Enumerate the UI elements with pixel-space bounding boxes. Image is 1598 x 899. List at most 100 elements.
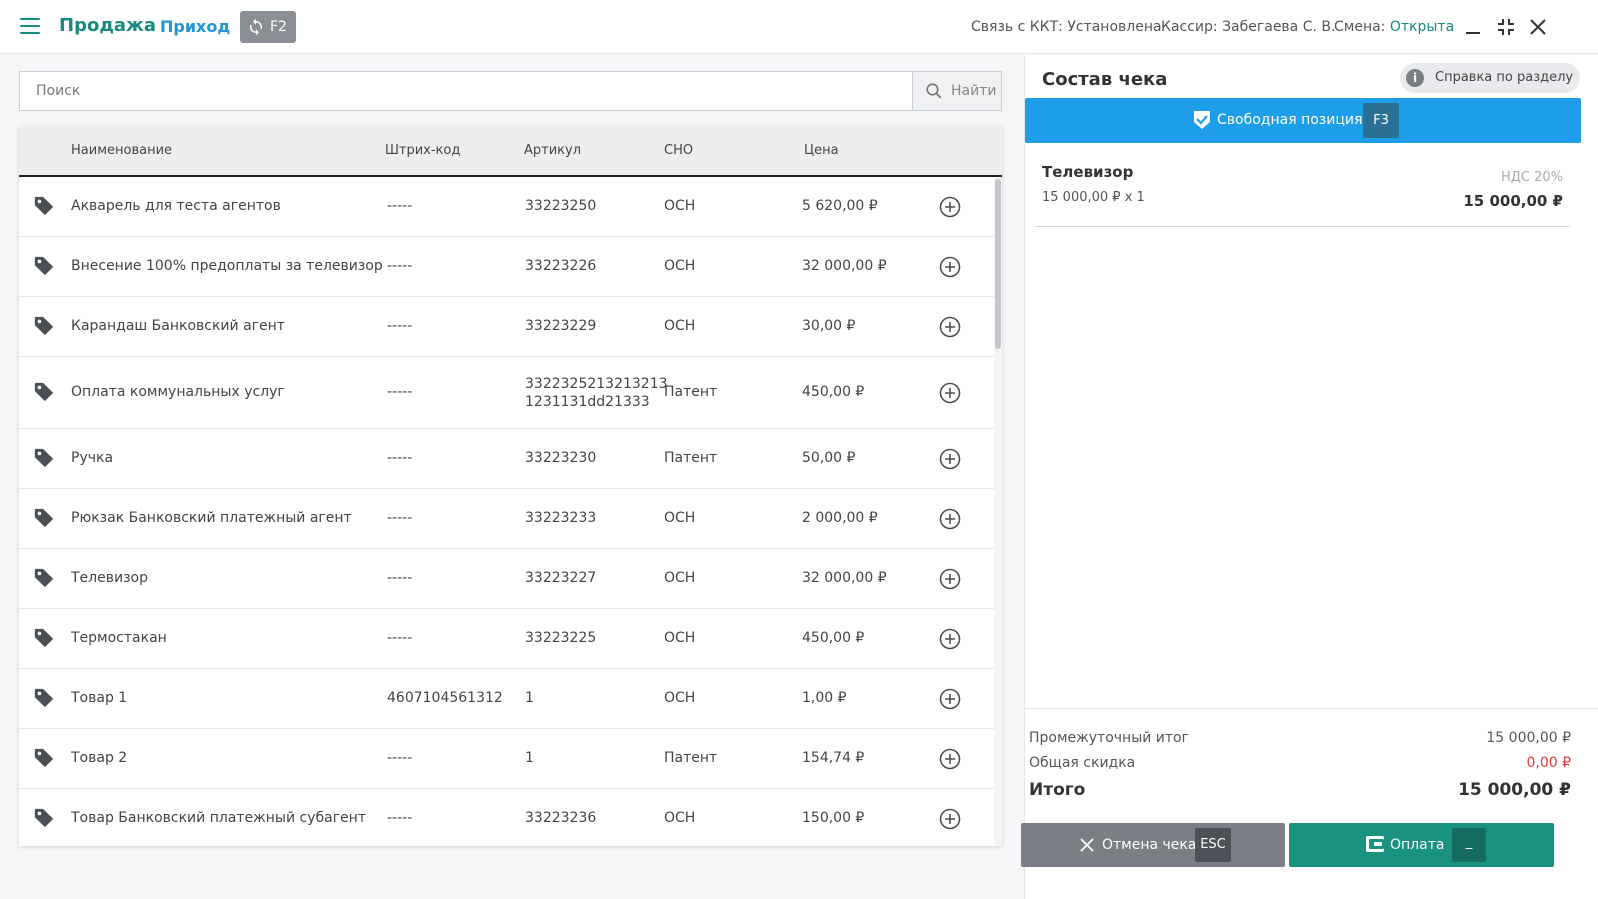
- free-position-button[interactable]: Свободная позиция F3: [1025, 98, 1581, 143]
- product-sno: ОСН: [664, 510, 696, 526]
- tag-icon: [34, 196, 54, 216]
- product-price: 2 000,00 ₽: [802, 510, 878, 526]
- cashier-label: Кассир:: [1161, 19, 1218, 35]
- product-name: Товар 2: [71, 750, 128, 766]
- minimize-icon[interactable]: [1463, 17, 1483, 37]
- menu-icon[interactable]: [20, 18, 40, 34]
- table-scrollbar[interactable]: [994, 177, 1002, 846]
- add-circle-icon[interactable]: [939, 568, 961, 590]
- table-row[interactable]: Термостакан ----- 33223225 ОСН 450,00 ₽: [19, 609, 994, 669]
- tab-income[interactable]: Приход: [160, 17, 231, 36]
- product-article: 33223225: [525, 630, 597, 646]
- product-price: 450,00 ₽: [802, 630, 865, 646]
- table-row[interactable]: Товар Банковский платежный субагент -----…: [19, 789, 994, 846]
- product-price: 32 000,00 ₽: [802, 570, 887, 586]
- product-barcode: -----: [387, 750, 413, 766]
- receipt-item-name: Телевизор: [1042, 163, 1134, 181]
- scrollbar-thumb[interactable]: [995, 179, 1001, 349]
- search-button[interactable]: Найти: [912, 72, 1001, 110]
- column-name[interactable]: Наименование: [71, 143, 173, 158]
- add-circle-icon[interactable]: [939, 508, 961, 530]
- cashier-status: Кассир: Забегаева С. В.: [1161, 19, 1335, 35]
- check-shield-icon: [1194, 111, 1210, 129]
- cancel-receipt-button[interactable]: Отмена чека ESC: [1021, 823, 1285, 867]
- product-sno: ОСН: [664, 570, 696, 586]
- product-barcode: -----: [387, 318, 413, 334]
- product-barcode: -----: [387, 510, 413, 526]
- product-sno: Патент: [664, 450, 718, 466]
- product-name: Карандаш Банковский агент: [71, 318, 285, 334]
- product-name: Товар Банковский платежный субагент: [71, 810, 366, 826]
- product-table: Наименование Штрих-код Артикул СНО Цена …: [19, 126, 1002, 846]
- tag-icon: [34, 748, 54, 768]
- wallet-icon: [1366, 836, 1384, 852]
- tag-icon: [34, 568, 54, 588]
- totals-section: Промежуточный итог 15 000,00 ₽ Общая ски…: [1021, 708, 1598, 899]
- tag-icon: [34, 448, 54, 468]
- add-circle-icon[interactable]: [939, 448, 961, 470]
- receipt-item[interactable]: Телевизор 15 000,00 ₽ x 1 НДС 20% 15 000…: [1035, 155, 1570, 227]
- add-circle-icon[interactable]: [939, 316, 961, 338]
- kkt-status: Связь с ККТ: Установлена: [971, 19, 1162, 35]
- help-label: Справка по разделу: [1435, 70, 1574, 85]
- table-row[interactable]: Карандаш Банковский агент ----- 33223229 ОС…: [19, 297, 994, 357]
- receipt-item-qty: 15 000,00 ₽ x 1: [1042, 190, 1145, 205]
- product-sno: ОСН: [664, 198, 696, 214]
- product-article: 33223233: [525, 510, 597, 526]
- table-row[interactable]: Ручка ----- 33223230 Патент 50,00 ₽: [19, 429, 994, 489]
- close-icon[interactable]: [1528, 17, 1548, 37]
- table-row[interactable]: Внесение 100% предоплаты за телевизор ---…: [19, 237, 994, 297]
- product-article-line2: 1231131dd21333: [525, 394, 650, 410]
- compress-icon[interactable]: [1496, 17, 1516, 37]
- search-input[interactable]: [20, 72, 912, 110]
- kkt-value: Установлена: [1067, 19, 1162, 35]
- column-barcode[interactable]: Штрих-код: [385, 143, 461, 158]
- shift-label: Смена:: [1334, 19, 1386, 35]
- tag-icon: [34, 382, 54, 402]
- add-circle-icon[interactable]: [939, 808, 961, 830]
- table-row[interactable]: Телевизор ----- 33223227 ОСН 32 000,00 ₽: [19, 549, 994, 609]
- product-price: 1,00 ₽: [802, 690, 847, 706]
- product-name: Оплата коммунальных услуг: [71, 384, 285, 400]
- table-row[interactable]: Оплата коммунальных услуг ----- 3322325213…: [19, 357, 994, 429]
- add-circle-icon[interactable]: [939, 628, 961, 650]
- product-sno: Патент: [664, 384, 718, 400]
- product-article: 33223226: [525, 258, 597, 274]
- product-sno: ОСН: [664, 810, 696, 826]
- pay-button[interactable]: Оплата _: [1289, 823, 1554, 867]
- product-price: 450,00 ₽: [802, 384, 865, 400]
- column-article[interactable]: Артикул: [524, 143, 582, 158]
- product-sno: ОСН: [664, 630, 696, 646]
- table-row[interactable]: Товар 2 ----- 1 Патент 154,74 ₽: [19, 729, 994, 789]
- product-article: 3322325213213213 1231131dd21333: [525, 375, 668, 411]
- product-price: 32 000,00 ₽: [802, 258, 887, 274]
- add-circle-icon[interactable]: [939, 748, 961, 770]
- receipt-item-vat: НДС 20%: [1500, 170, 1563, 185]
- product-article: 33223250: [525, 198, 597, 214]
- tab-sale[interactable]: Продажа: [59, 15, 157, 36]
- table-row[interactable]: Товар 1 4607104561312 1 ОСН 1,00 ₽: [19, 669, 994, 729]
- total-value: 15 000,00 ₽: [1458, 780, 1571, 800]
- search-box: Найти: [19, 71, 1002, 111]
- add-circle-icon[interactable]: [939, 382, 961, 404]
- receipt-item-sum: 15 000,00 ₽: [1463, 192, 1563, 210]
- column-sno[interactable]: СНО: [664, 143, 694, 158]
- table-row[interactable]: Рюкзак Банковский платежный агент ----- 33…: [19, 489, 994, 549]
- product-name: Товар 1: [71, 690, 128, 706]
- add-circle-icon[interactable]: [939, 256, 961, 278]
- help-button[interactable]: i Справка по разделу: [1400, 63, 1580, 93]
- receipt-panel: Состав чека i Справка по разделу Свободн…: [1021, 55, 1598, 899]
- sync-button[interactable]: F2: [240, 11, 296, 43]
- add-circle-icon[interactable]: [939, 688, 961, 710]
- subtotal-label: Промежуточный итог: [1029, 730, 1189, 746]
- add-circle-icon[interactable]: [939, 196, 961, 218]
- cancel-label: Отмена чека: [1102, 837, 1197, 853]
- column-price[interactable]: Цена: [804, 143, 839, 158]
- shift-value: Открыта: [1389, 19, 1455, 35]
- search-button-label: Найти: [951, 83, 997, 99]
- tag-icon: [34, 256, 54, 276]
- product-price: 154,74 ₽: [802, 750, 865, 766]
- table-row[interactable]: Акварель для теста агентов ----- 33223250 О…: [19, 177, 994, 237]
- discount-label: Общая скидка: [1029, 755, 1136, 771]
- product-sno: ОСН: [664, 258, 696, 274]
